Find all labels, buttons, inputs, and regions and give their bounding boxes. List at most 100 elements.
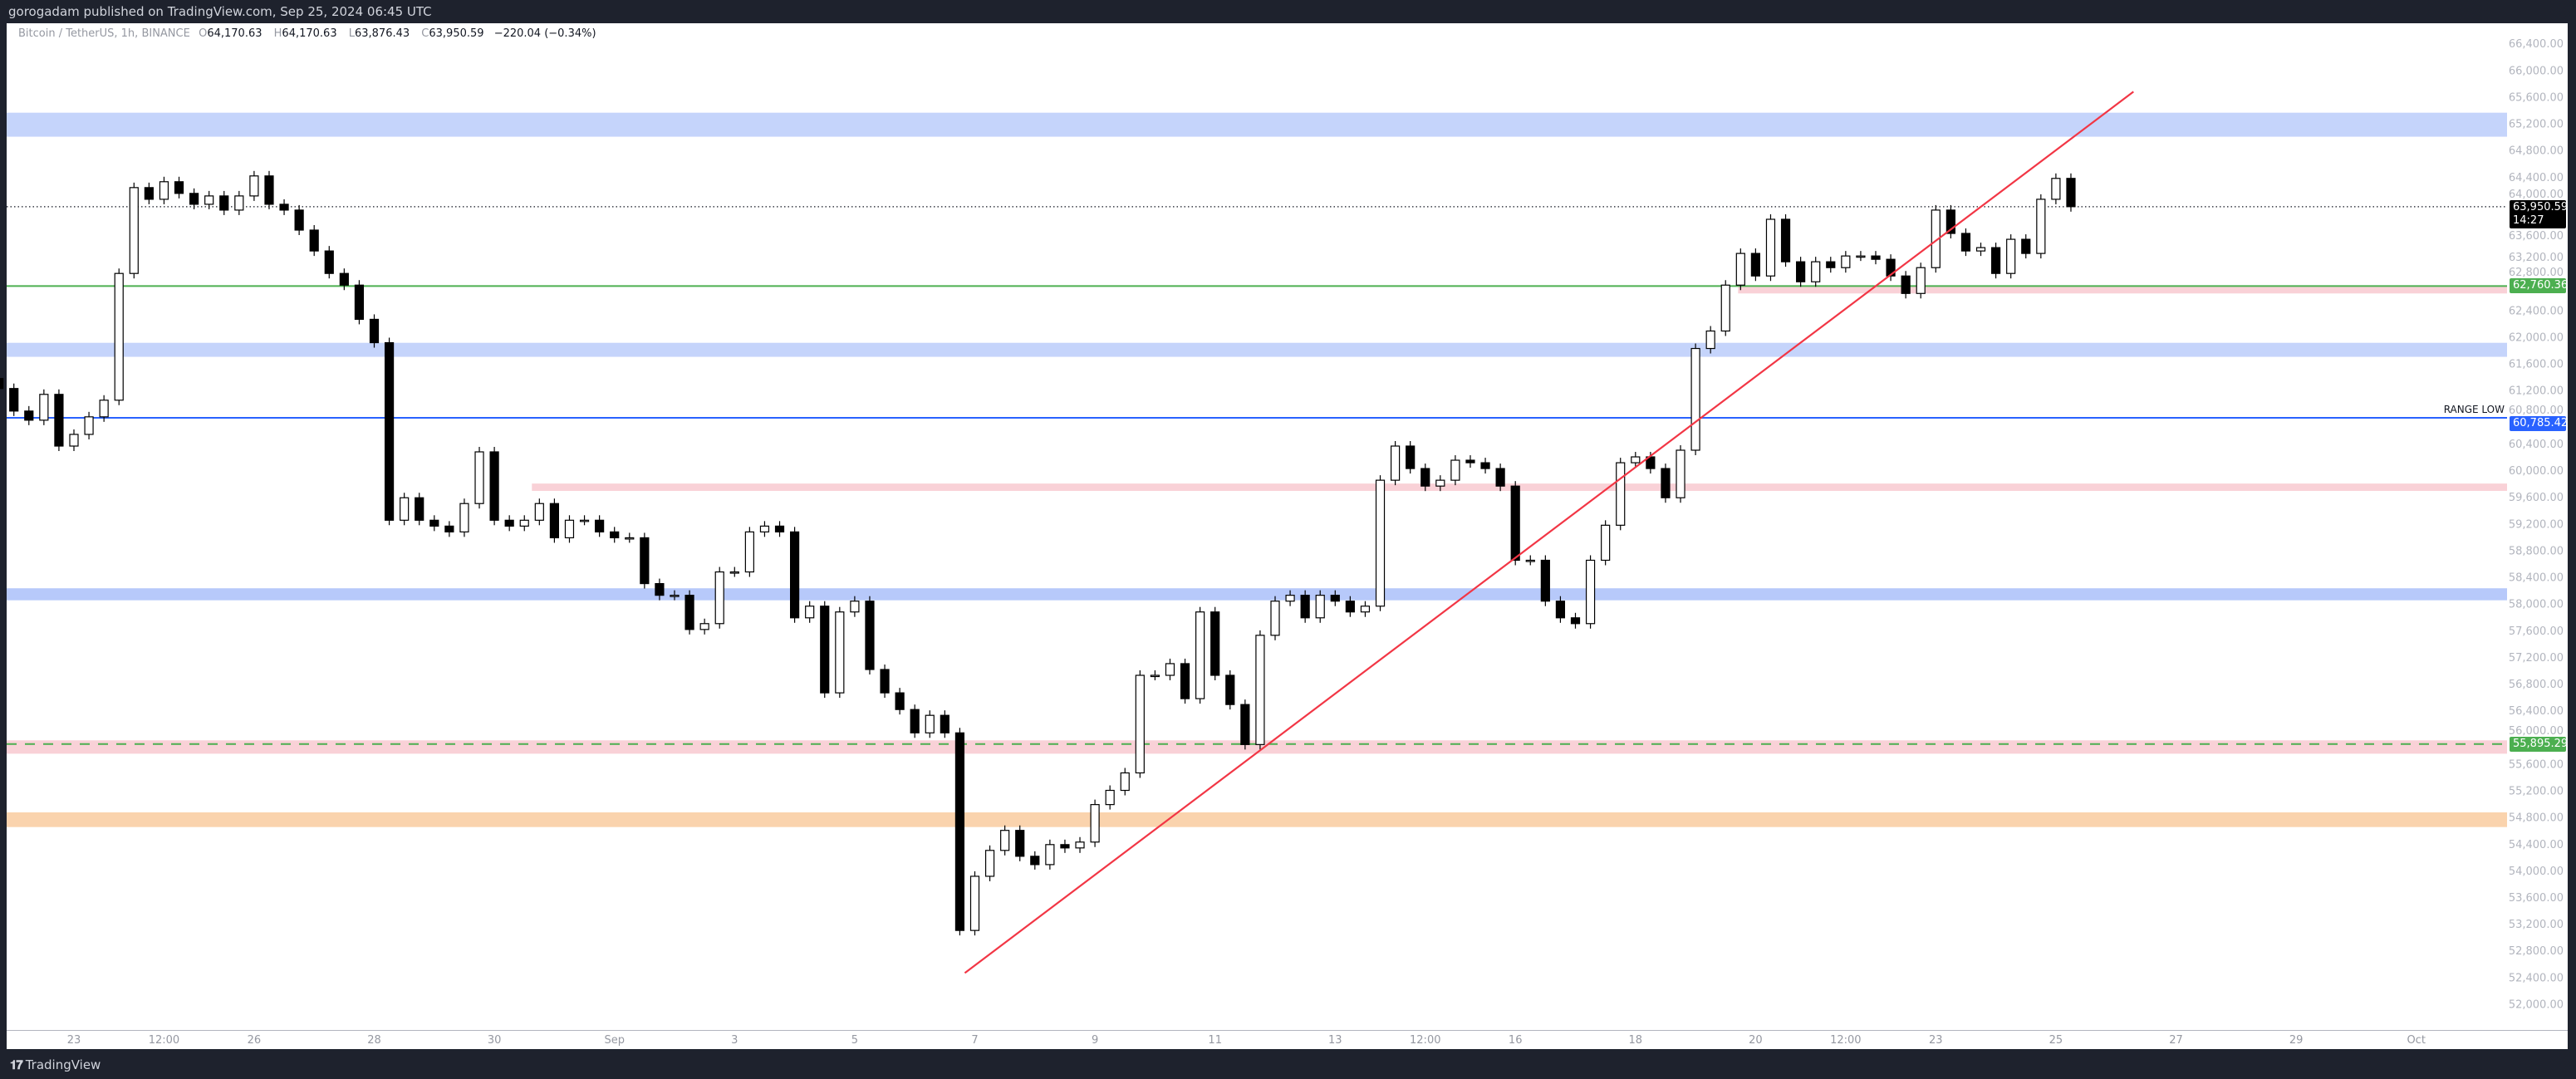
price-tick-label: 52,000.00 — [2509, 998, 2564, 1011]
candle-body — [1525, 559, 1535, 562]
price-tick-label: 64,400.00 — [2509, 172, 2564, 184]
candle-body — [579, 519, 590, 522]
open-key: O — [199, 27, 208, 40]
candle-body — [1841, 255, 1851, 268]
candle-body — [1826, 261, 1836, 268]
candle-body — [925, 714, 935, 733]
candle-body — [1330, 595, 1340, 602]
high-key: H — [273, 27, 282, 40]
candle-body — [1631, 456, 1641, 463]
open-value: 64,170.63 — [207, 27, 263, 40]
candle-body — [504, 519, 514, 527]
candle-body — [880, 669, 890, 694]
low-key: L — [348, 27, 355, 40]
time-tick-label: 3 — [731, 1034, 738, 1047]
candle-body — [1090, 804, 1100, 843]
time-tick-label: 5 — [851, 1034, 858, 1047]
candle-body — [1420, 468, 1430, 487]
candle-body — [174, 181, 184, 194]
candle-body — [969, 875, 980, 931]
candle-body — [1165, 663, 1175, 676]
candle-body — [1180, 663, 1190, 699]
candle-body — [1975, 247, 1986, 252]
candle-body — [1285, 595, 1295, 602]
price-tick-label: 62,800.00 — [2509, 267, 2564, 279]
time-tick-label: 23 — [1929, 1034, 1943, 1047]
candle-body — [1690, 347, 1700, 451]
candle-body — [2066, 178, 2076, 208]
price-tick-label: 53,200.00 — [2509, 919, 2564, 931]
candle-body — [1255, 635, 1265, 745]
chart-panel[interactable] — [7, 23, 2568, 1049]
time-tick-label: 16 — [1509, 1034, 1523, 1047]
close-key: C — [421, 27, 429, 40]
candle-body — [249, 175, 259, 197]
candle-body — [9, 388, 19, 412]
time-tick-label: 23 — [67, 1034, 81, 1047]
price-tick-label: 63,600.00 — [2509, 230, 2564, 243]
price-tick-label: 58,400.00 — [2509, 572, 2564, 585]
candle-body — [1360, 606, 1371, 613]
candle-body — [835, 611, 845, 694]
candle-body — [1105, 789, 1115, 806]
price-tick-label: 62,000.00 — [2509, 331, 2564, 344]
price-tick-label: 52,400.00 — [2509, 972, 2564, 984]
candle-body — [1931, 209, 1941, 268]
candle-body — [1240, 704, 1250, 745]
price-tick-label: 60,800.00 — [2509, 405, 2564, 417]
candle-body — [1000, 830, 1010, 851]
price-tick-label: 66,400.00 — [2509, 38, 2564, 51]
price-tick-label: 55,200.00 — [2509, 786, 2564, 798]
zone-65200 — [7, 112, 2507, 137]
candle-body — [865, 601, 875, 670]
price-tick-label: 66,000.00 — [2509, 65, 2564, 77]
price-tick-label: 59,200.00 — [2509, 518, 2564, 531]
time-tick-label: 12:00 — [149, 1034, 179, 1047]
candle-body — [1735, 253, 1745, 286]
time-tick-label: 29 — [2289, 1034, 2304, 1047]
footer-brand[interactable]: 𝟏𝟕 TradingView — [10, 1057, 101, 1072]
candle-body — [1856, 255, 1866, 258]
time-tick-label: Oct — [2407, 1034, 2425, 1047]
candle-body — [789, 531, 800, 619]
candle-body — [54, 394, 64, 447]
candle-body — [684, 595, 694, 630]
candle-body — [774, 525, 785, 532]
candle-body — [489, 451, 499, 521]
close-value: 63,950.59 — [429, 27, 484, 40]
candle-body — [1991, 247, 2001, 274]
candle-body — [1811, 261, 1821, 282]
candle-body — [415, 497, 424, 521]
symbol-name[interactable]: Bitcoin / TetherUS, 1h, BINANCE — [18, 27, 190, 40]
candle-body — [1720, 284, 1730, 332]
candle-body — [459, 503, 469, 532]
candle-body — [1030, 856, 1040, 866]
candle-body — [2036, 199, 2046, 254]
candle-body — [1945, 209, 1955, 234]
candle-body — [1871, 255, 1881, 260]
candle-body — [1135, 674, 1145, 774]
candle-body — [234, 195, 244, 211]
zone-58100 — [7, 588, 2507, 601]
time-tick-label: 25 — [2049, 1034, 2063, 1047]
candle-body — [954, 732, 965, 931]
candle-body — [294, 209, 304, 231]
price-tick-label: 60,400.00 — [2509, 439, 2564, 451]
candle-body — [1601, 524, 1611, 562]
candle-body — [1406, 445, 1416, 469]
price-tick-label: 52,800.00 — [2509, 945, 2564, 958]
candle-body — [1300, 595, 1310, 619]
candle-body — [159, 181, 169, 200]
candle-body — [1705, 330, 1715, 350]
candle-body — [595, 519, 605, 532]
price-tick-label: 54,000.00 — [2509, 866, 2564, 878]
candle-body — [1435, 479, 1445, 487]
candle-body — [474, 451, 484, 504]
candle-body — [1960, 233, 1971, 252]
tradingview-logo-icon: 𝟏𝟕 — [10, 1057, 23, 1072]
candle-body — [1585, 559, 1596, 625]
price-tick-label: 63,200.00 — [2509, 252, 2564, 264]
candle-body — [354, 284, 365, 321]
zone-62700 — [1738, 287, 2507, 294]
